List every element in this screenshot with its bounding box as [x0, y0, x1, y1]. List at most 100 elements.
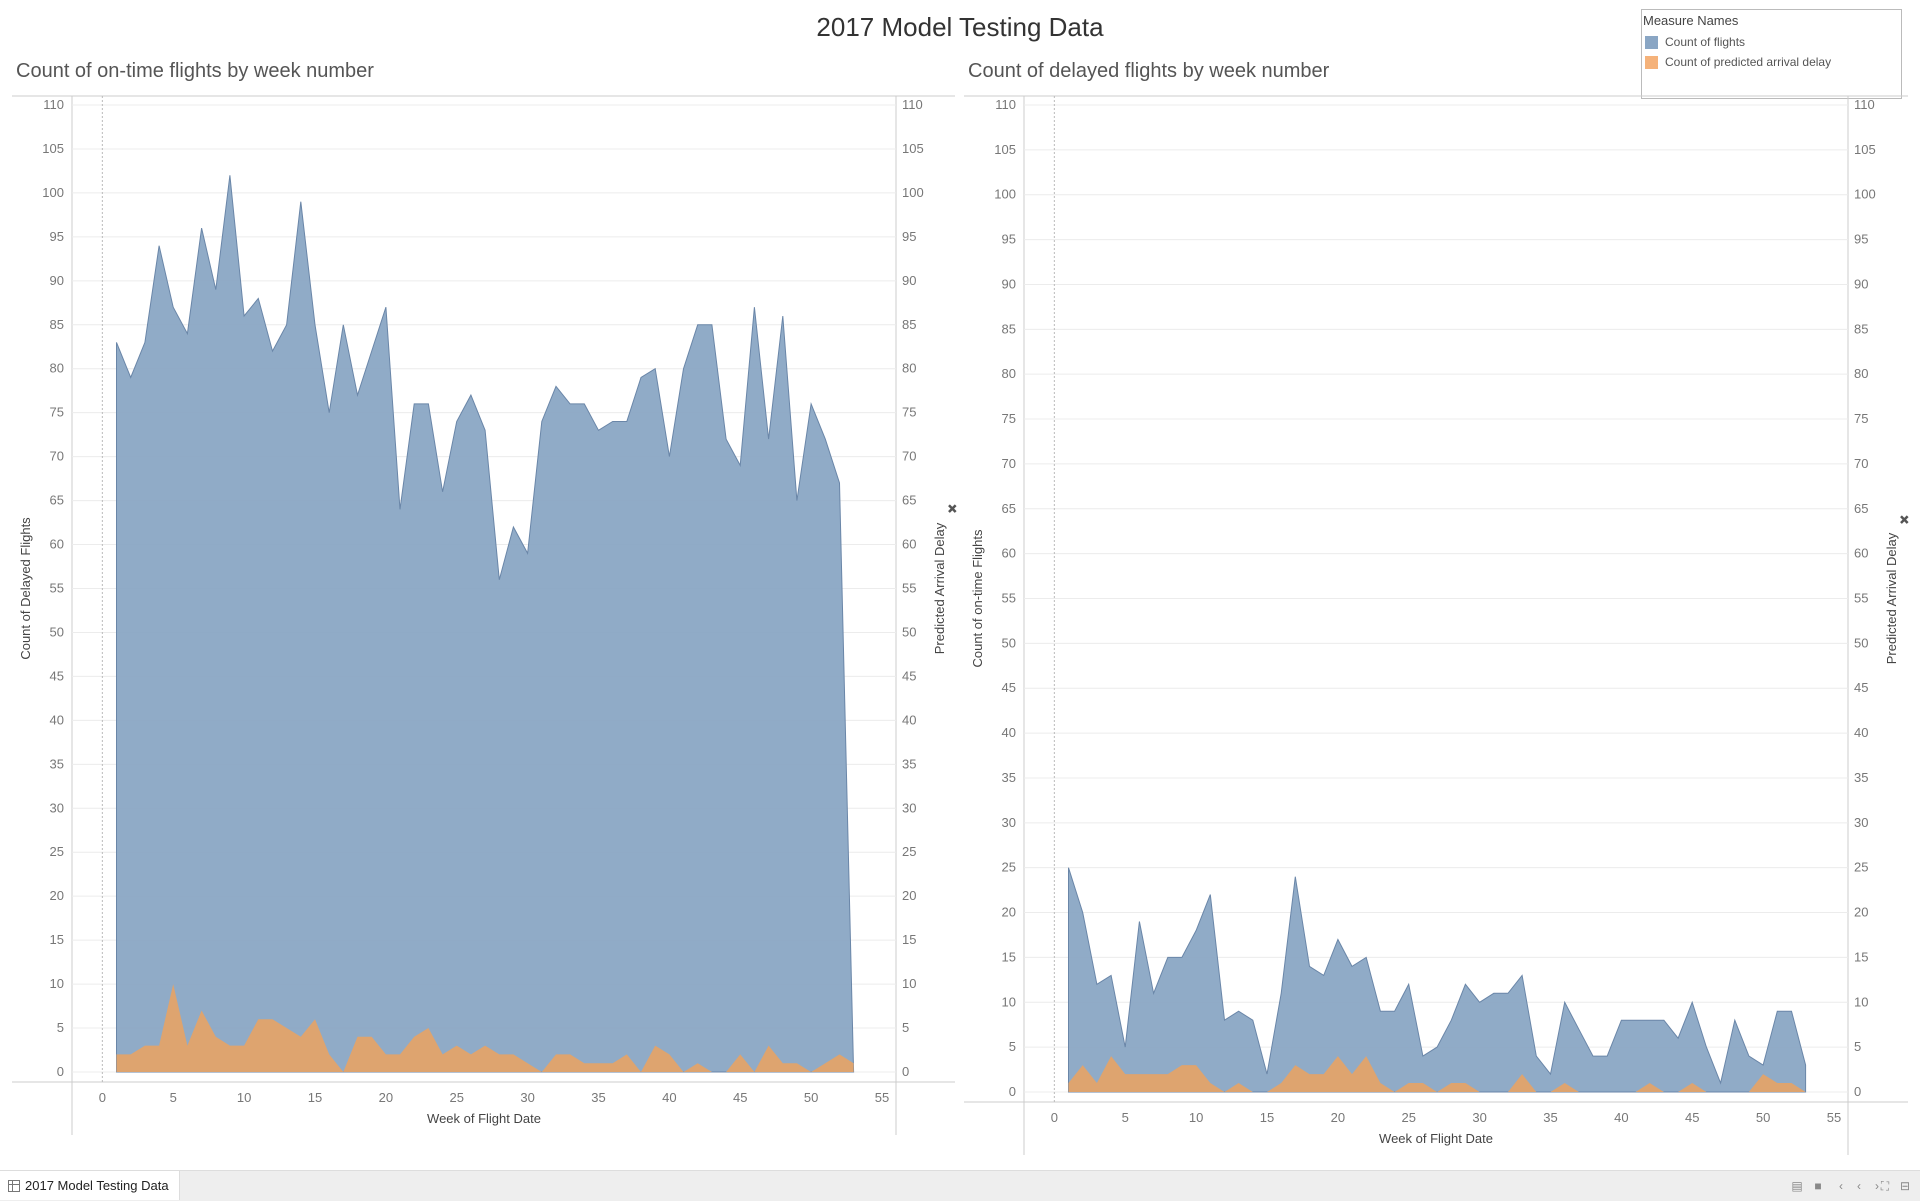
left-y-tick-label: 15	[50, 932, 64, 947]
right-y-axis-title: Count of on-time Flights	[970, 529, 985, 668]
right-x-tick-label: 30	[1472, 1110, 1486, 1125]
fullscreen-icon[interactable]: ⛶	[1880, 1179, 1890, 1193]
left-x-tick-label: 15	[308, 1090, 322, 1105]
right-x-tick-label: 35	[1543, 1110, 1557, 1125]
legend-item-predicted-delay[interactable]: Count of predicted arrival delay	[1642, 52, 1901, 72]
left-y-tick-label: 30	[50, 800, 64, 815]
legend-label-predicted: Count of predicted arrival delay	[1665, 55, 1832, 69]
dashboard-grid-icon	[8, 1179, 20, 1192]
right-series-area-predicted	[1068, 1056, 1806, 1092]
right-y-tick-label: 35	[1002, 770, 1016, 785]
right-y2-tick-label: 30	[1854, 815, 1868, 830]
right-y-tick-label: 20	[1002, 905, 1016, 920]
dashboard-title: 2017 Model Testing Data	[816, 12, 1104, 42]
right-y2-tick-label: 50	[1854, 635, 1868, 650]
right-y-tick-label: 85	[1002, 321, 1016, 336]
left-y-tick-label: 10	[50, 976, 64, 991]
left-x-tick-label: 0	[99, 1090, 106, 1105]
left-y2-tick-label: 60	[902, 537, 916, 552]
left-y2-tick-label: 90	[902, 273, 916, 288]
bottom-tab-bar: 2017 Model Testing Data ▤ ■ ‹ ‹ › ⛶ ⊟	[0, 1170, 1920, 1201]
right-series-area-flights	[1068, 867, 1807, 1093]
next-page-icon[interactable]: ›	[1875, 1179, 1879, 1193]
left-x-tick-label: 55	[875, 1090, 889, 1105]
left-y2-tick-label: 65	[902, 493, 916, 508]
left-x-tick-label: 5	[170, 1090, 177, 1105]
left-y2-tick-label: 35	[902, 756, 916, 771]
right-y-tick-label: 80	[1002, 366, 1016, 381]
right-y2-tick-label: 10	[1854, 994, 1868, 1009]
right-x-tick-label: 20	[1331, 1110, 1345, 1125]
previous-page-icon[interactable]: ‹	[1857, 1179, 1861, 1193]
right-y2-tick-label: 35	[1854, 770, 1868, 785]
right-y-tick-label: 75	[1002, 411, 1016, 426]
left-y-tick-label: 75	[50, 405, 64, 420]
legend-swatch-predicted	[1645, 55, 1658, 69]
left-y-tick-label: 0	[57, 1064, 64, 1079]
legend-title: Measure Names	[1643, 13, 1739, 28]
right-y2-tick-label: 95	[1854, 232, 1868, 247]
right-x-tick-label: 25	[1402, 1110, 1416, 1125]
left-x-tick-label: 25	[450, 1090, 464, 1105]
right-y-tick-label: 50	[1002, 635, 1016, 650]
right-y2-axis-title: Predicted Arrival Delay	[1884, 532, 1899, 664]
left-series-area-flights	[116, 175, 855, 1073]
right-x-tick-label: 10	[1189, 1110, 1203, 1125]
left-y-tick-label: 50	[50, 624, 64, 639]
right-y2-tick-label: 80	[1854, 366, 1868, 381]
left-y2-tick-label: 95	[902, 229, 916, 244]
right-chart-title: Count of delayed flights by week number	[968, 60, 1330, 82]
left-y2-tick-label: 10	[902, 976, 916, 991]
left-y2-tick-label: 100	[902, 185, 924, 200]
left-y-tick-label: 40	[50, 712, 64, 727]
right-x-axis-title: Week of Flight Date	[1379, 1131, 1493, 1146]
right-y-tick-label: 100	[994, 187, 1016, 202]
right-y-tick-label: 30	[1002, 815, 1016, 830]
right-y-tick-label: 5	[1009, 1039, 1016, 1054]
first-page-icon[interactable]: ‹	[1839, 1179, 1843, 1193]
right-y2-tick-label: 100	[1854, 187, 1876, 202]
left-y-tick-label: 110	[43, 97, 64, 112]
left-y2-tick-label: 20	[902, 888, 916, 903]
left-y2-tick-label: 15	[902, 932, 916, 947]
right-y-tick-label: 40	[1002, 725, 1016, 740]
legend[interactable]: Measure Names Count of flights Count of …	[1641, 9, 1902, 99]
left-y-tick-label: 25	[50, 844, 64, 859]
right-y-tick-label: 0	[1009, 1084, 1016, 1099]
left-y-tick-label: 60	[50, 537, 64, 552]
right-y2-tick-label: 105	[1854, 142, 1876, 157]
left-y-tick-label: 70	[50, 449, 64, 464]
left-y2-tick-label: 50	[902, 624, 916, 639]
filmstrip-view-icon[interactable]: ▤	[1791, 1179, 1803, 1193]
tab-view-icon[interactable]: ■	[1814, 1179, 1822, 1193]
left-y2-axis-title: Predicted Arrival Delay	[932, 522, 947, 654]
right-y-tick-label: 105	[994, 142, 1016, 157]
right-y-tick-label: 45	[1002, 680, 1016, 695]
left-y2-tick-label: 105	[902, 141, 924, 156]
right-y-tick-label: 10	[1002, 994, 1016, 1009]
left-y-tick-label: 65	[50, 493, 64, 508]
left-y-tick-label: 35	[50, 756, 64, 771]
left-y-tick-label: 80	[50, 361, 64, 376]
left-y-tick-label: 20	[50, 888, 64, 903]
legend-item-count-of-flights[interactable]: Count of flights	[1642, 32, 1901, 52]
right-y2-tick-label: 110	[1854, 97, 1875, 112]
right-y-tick-label: 55	[1002, 591, 1016, 606]
left-x-tick-label: 40	[662, 1090, 676, 1105]
left-x-tick-label: 30	[520, 1090, 534, 1105]
right-y-tick-label: 110	[995, 97, 1016, 112]
dashboard-tab-label: 2017 Model Testing Data	[25, 1178, 169, 1193]
right-y2-tick-label: 60	[1854, 546, 1868, 561]
left-y-tick-label: 105	[42, 141, 64, 156]
right-y2-tick-label: 45	[1854, 680, 1868, 695]
left-y2-tick-label: 45	[902, 668, 916, 683]
left-x-tick-label: 45	[733, 1090, 747, 1105]
right-y2-tick-label: 40	[1854, 725, 1868, 740]
present-mode-icon[interactable]: ⊟	[1899, 1179, 1911, 1193]
dashboard-tab[interactable]: 2017 Model Testing Data	[0, 1171, 180, 1200]
left-y2-tick-label: 80	[902, 361, 916, 376]
right-y2-tick-label: 65	[1854, 501, 1868, 516]
left-y-tick-label: 85	[50, 317, 64, 332]
